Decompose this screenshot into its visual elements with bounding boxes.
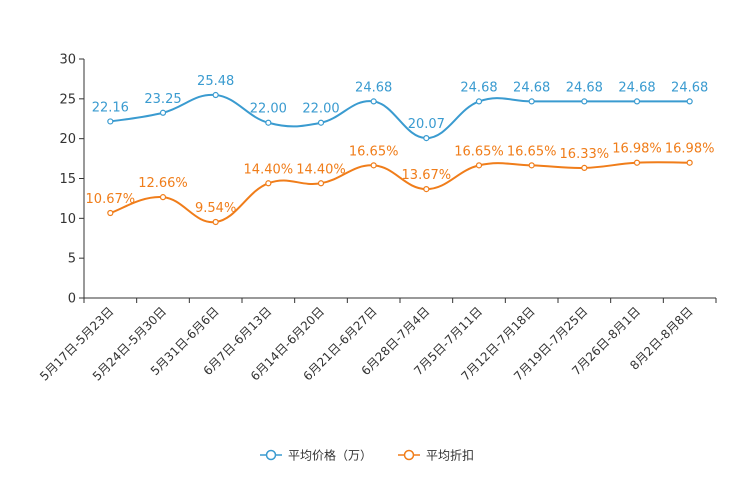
series-1-point[interactable]: [423, 185, 430, 193]
series-0-data-label: 22.16: [92, 100, 129, 115]
series-1-data-label: 16.33%: [560, 147, 610, 162]
series-0-point[interactable]: [581, 98, 588, 105]
legend-label: 平均折扣: [426, 448, 474, 463]
series-0-point[interactable]: [107, 118, 114, 125]
series-0-point[interactable]: [370, 98, 377, 105]
series-1-point[interactable]: [370, 162, 377, 169]
series-0-point[interactable]: [528, 98, 535, 105]
series-1-data-label: 13.67%: [402, 168, 452, 183]
series-1-point[interactable]: [633, 159, 641, 166]
y-tick-label: 10: [59, 212, 76, 227]
series-0-data-label: 24.68: [513, 80, 550, 95]
series-1-data-label: 14.40%: [244, 162, 294, 177]
series-0-data-label: 24.68: [618, 80, 655, 95]
series-1-data-label: 14.40%: [296, 162, 346, 177]
series-1-point[interactable]: [528, 162, 535, 169]
legend-marker-icon: [265, 449, 277, 461]
series-1-data-label: 10.67%: [86, 192, 136, 207]
series-0-point[interactable]: [475, 98, 483, 105]
legend-item-1[interactable]: 平均折扣: [398, 448, 474, 463]
legend-marker-icon: [403, 449, 415, 461]
y-tick-label: 30: [59, 53, 76, 68]
series-0-data-label: 20.07: [408, 117, 445, 132]
series-1-point[interactable]: [686, 159, 693, 166]
y-tick-label: 25: [59, 92, 76, 107]
series-0-point[interactable]: [686, 98, 693, 105]
series-0-point[interactable]: [212, 91, 219, 99]
series-1-data-label: 16.65%: [507, 144, 557, 159]
series-0-data-label: 25.48: [197, 74, 234, 89]
series-0-point[interactable]: [633, 98, 641, 105]
series-1-data-label: 12.66%: [138, 176, 188, 191]
legend-label: 平均价格（万）: [288, 448, 372, 463]
series-1-point[interactable]: [159, 194, 167, 201]
legend-item-0[interactable]: 平均价格（万）: [260, 448, 372, 463]
series-1-point[interactable]: [581, 164, 588, 172]
series-1-data-label: 16.98%: [665, 142, 715, 157]
series-0-data-label: 23.25: [144, 92, 181, 107]
series-0-point[interactable]: [423, 135, 430, 142]
y-tick-label: 0: [68, 292, 76, 307]
series-layer: [107, 91, 693, 226]
series-0-data-label: 24.68: [355, 80, 392, 95]
series-0-data-label: 24.68: [566, 80, 603, 95]
series-1-data-label: 16.65%: [349, 144, 399, 159]
series-0-point[interactable]: [265, 119, 272, 126]
legend[interactable]: 平均价格（万） 平均折扣: [260, 448, 474, 463]
series-1-point[interactable]: [212, 218, 219, 226]
y-tick-label: 5: [68, 252, 76, 267]
series-0-point[interactable]: [159, 109, 167, 116]
series-0-data-label: 24.68: [460, 80, 497, 95]
y-tick-label: 15: [59, 172, 76, 187]
series-0-data-label: 22.00: [250, 102, 287, 117]
series-0-data-label: 22.00: [302, 102, 339, 117]
series-1-data-label: 9.54%: [195, 201, 236, 216]
data-labels: 22.16 23.25 25.48 22.00 22.00 24.68 20.07 24.68…: [86, 74, 715, 216]
series-1-data-label: 16.98%: [612, 142, 662, 157]
y-tick-label: 20: [59, 132, 76, 147]
series-line-0: [110, 93, 690, 140]
series-1-point[interactable]: [317, 180, 325, 187]
series-1-point[interactable]: [107, 209, 114, 217]
series-1-data-label: 16.65%: [454, 144, 504, 159]
series-0-point[interactable]: [317, 119, 325, 126]
series-1-point[interactable]: [475, 162, 483, 169]
series-1-point[interactable]: [265, 180, 272, 187]
series-0-data-label: 24.68: [671, 80, 708, 95]
